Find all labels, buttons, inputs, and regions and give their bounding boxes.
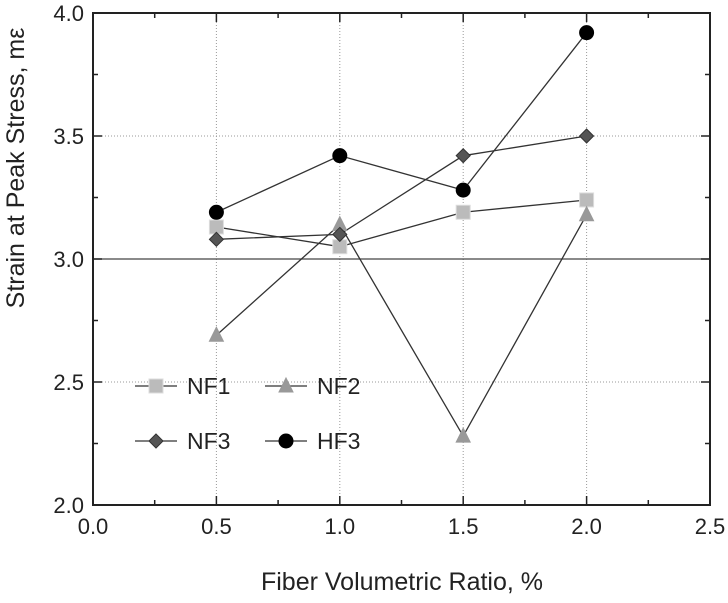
legend-label-hf3: HF3 (317, 428, 360, 454)
data-point-hf3 (579, 25, 595, 41)
legend-label-nf2: NF2 (317, 373, 360, 399)
axes: 0.0 0.5 1.0 1.5 2.0 2.5 2.0 2.5 3.0 3.5 4.0 (53, 1, 725, 539)
series-markers-nf2 (208, 205, 595, 443)
y-tick-label: 4.0 (53, 1, 84, 26)
data-point-hf3 (332, 148, 348, 164)
grid-lines (93, 13, 710, 505)
series (208, 25, 595, 443)
legend-marker-nf2 (278, 376, 294, 393)
data-point-nf1 (579, 192, 595, 208)
legend-label-nf1: NF1 (187, 373, 230, 399)
data-point-hf3 (455, 182, 471, 198)
x-tick-label: 0.0 (78, 514, 109, 539)
data-point-nf3 (578, 128, 595, 144)
data-point-nf2 (578, 205, 595, 222)
x-tick-label: 0.5 (201, 514, 232, 539)
y-tick-label: 3.0 (53, 247, 84, 272)
series-line-nf2 (215, 214, 588, 438)
x-tick-label: 2.5 (695, 514, 726, 539)
x-axis-title: Fiber Volumetric Ratio, % (261, 568, 543, 596)
data-point-nf2 (208, 326, 225, 342)
legend-item-nf2: NF2 (265, 373, 360, 399)
x-tick-label: 1.5 (448, 514, 479, 539)
series-nf2 (215, 214, 588, 438)
legend-marker-nf1 (148, 378, 164, 394)
data-point-nf3 (208, 231, 225, 248)
legend-item-hf3: HF3 (265, 428, 360, 454)
legend-item-nf1: NF1 (135, 373, 230, 399)
series-nf3 (216, 135, 587, 240)
data-point-nf1 (455, 204, 471, 220)
data-point-hf3 (208, 204, 224, 220)
legend-marker-nf3 (148, 433, 164, 449)
series-line-hf3 (216, 32, 588, 213)
legend: NF1 NF2 NF3 HF3 (135, 373, 360, 454)
legend-item-nf3: NF3 (135, 428, 230, 454)
data-point-nf3 (332, 226, 348, 243)
y-axis-title: Strain at Peak Stress, mε (2, 28, 30, 309)
series-markers-nf3 (208, 128, 595, 248)
y-tick-label: 2.0 (53, 493, 84, 518)
y-tick-label: 2.5 (53, 370, 84, 395)
series-markers-hf3 (208, 25, 595, 220)
series-line-nf3 (216, 135, 587, 240)
legend-label-nf3: NF3 (187, 428, 230, 454)
y-tick-label: 3.5 (53, 124, 84, 149)
x-tick-label: 2.0 (571, 514, 602, 539)
x-tick-label: 1.0 (325, 514, 356, 539)
legend-marker-hf3 (278, 433, 294, 449)
data-point-nf3 (455, 147, 471, 164)
series-hf3 (216, 32, 588, 213)
data-point-nf2 (455, 427, 472, 443)
